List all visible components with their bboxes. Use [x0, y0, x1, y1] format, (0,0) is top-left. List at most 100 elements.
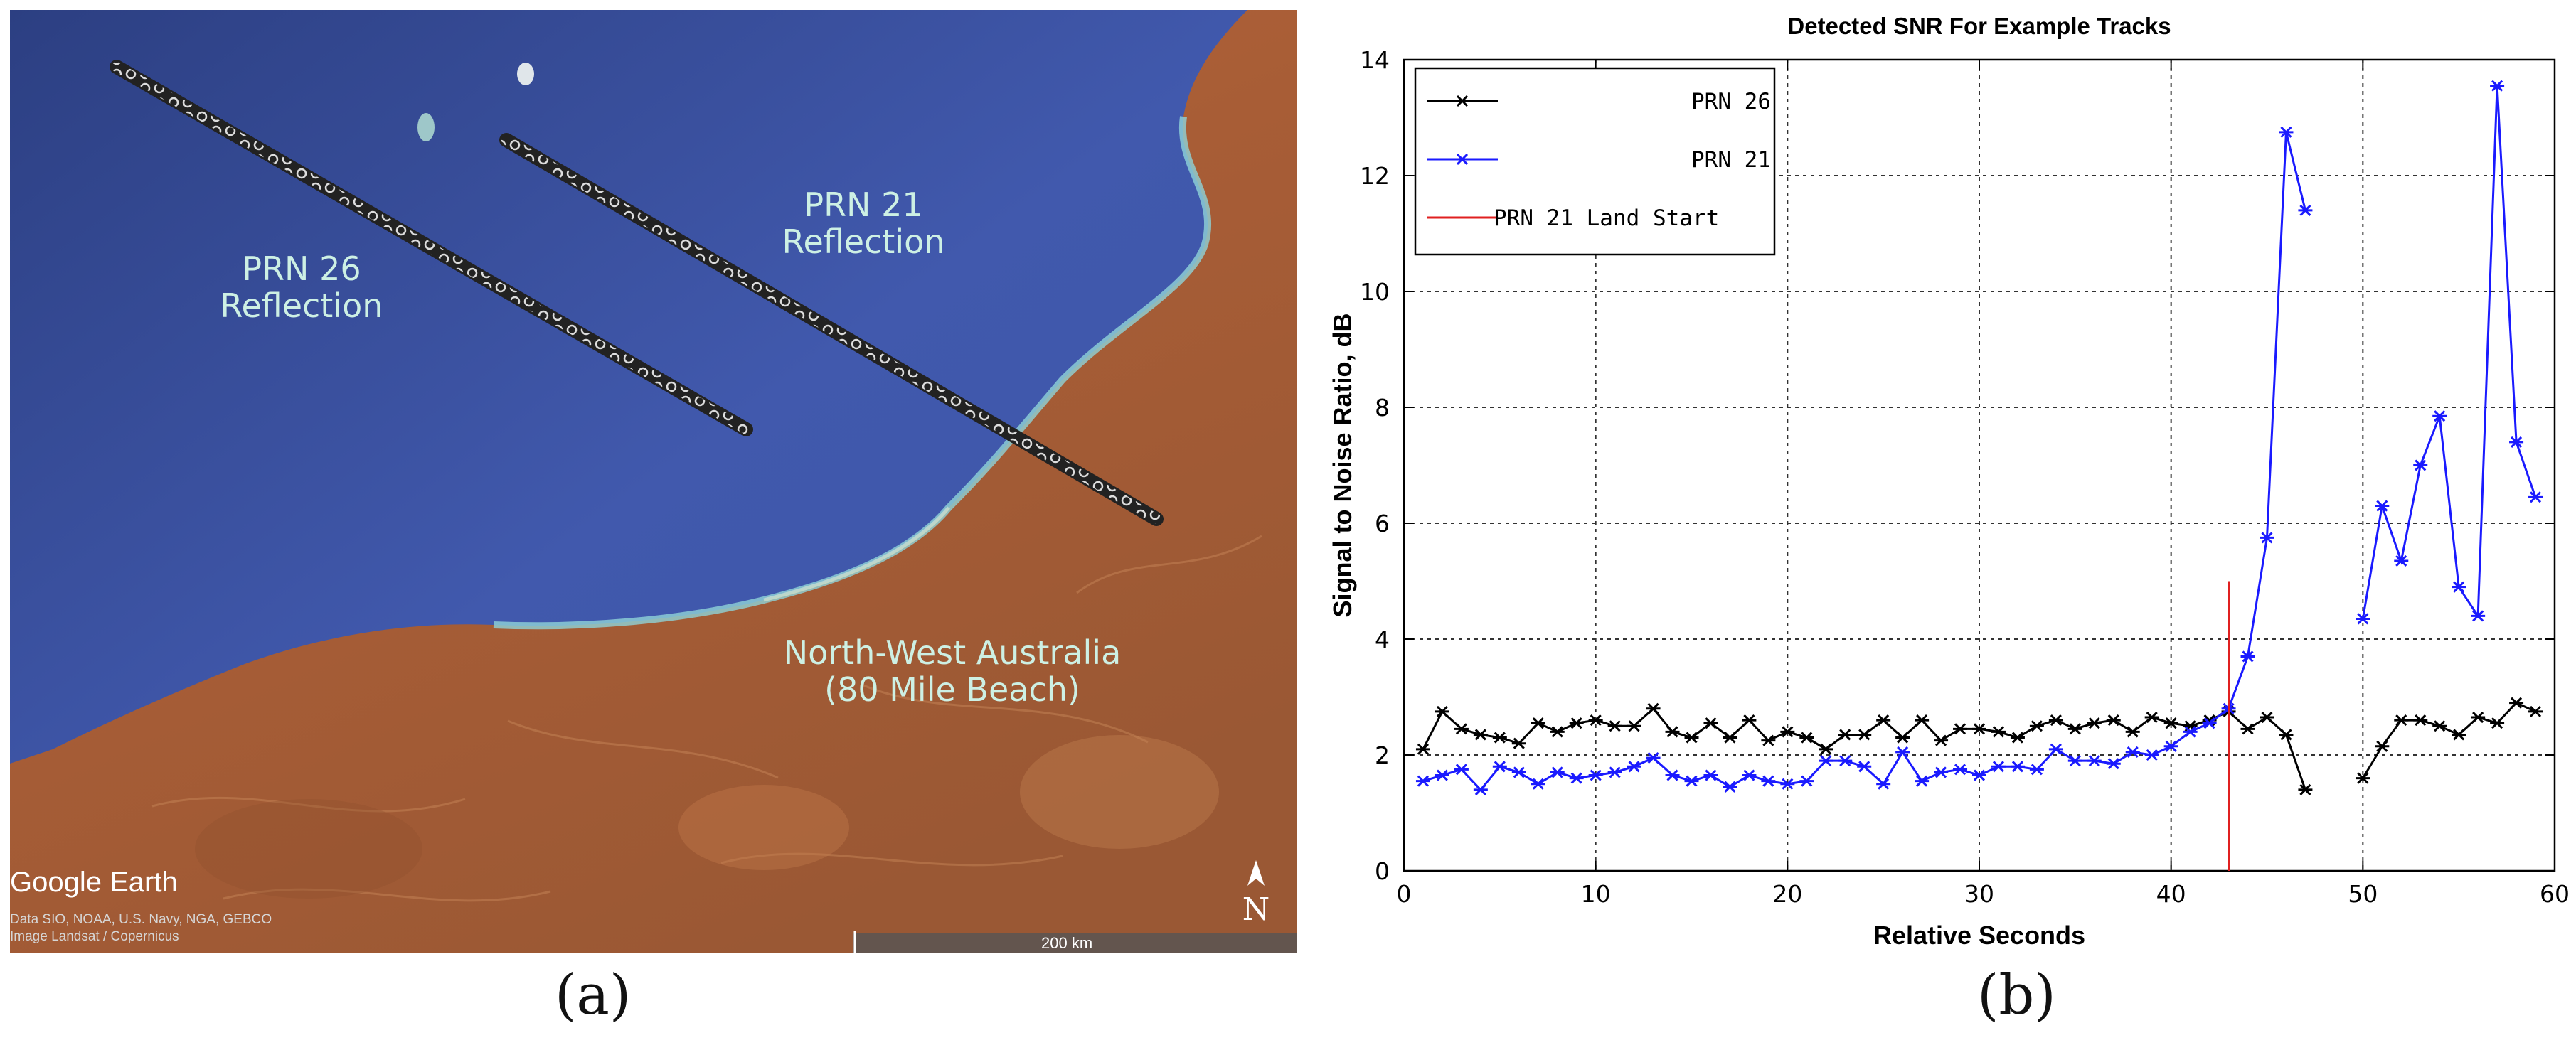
data-point	[1492, 761, 1507, 773]
data-point	[1665, 769, 1680, 781]
x-tick-label: 40	[2156, 880, 2186, 908]
region-map-label: (80 Mile Beach)	[824, 670, 1080, 709]
data-point	[1819, 755, 1833, 767]
data-point	[2394, 714, 2409, 727]
data-point	[1703, 769, 1718, 781]
data-point	[1569, 772, 1584, 784]
data-point	[1607, 720, 1622, 732]
data-point	[2067, 723, 2082, 735]
data-point	[1415, 743, 1430, 755]
data-point	[1607, 766, 1622, 778]
data-point	[2144, 749, 2159, 761]
data-point	[2509, 436, 2524, 448]
data-point	[1646, 702, 1661, 714]
y-tick-label: 0	[1375, 857, 1390, 885]
data-point	[2432, 410, 2447, 422]
data-point	[1723, 781, 1737, 793]
data-point	[2375, 740, 2390, 752]
data-point	[2471, 610, 2486, 622]
data-point	[1780, 778, 1795, 790]
data-point	[2490, 717, 2505, 729]
data-point	[1454, 723, 1469, 735]
data-point	[2356, 772, 2370, 784]
data-point	[2279, 126, 2294, 138]
compass-letter: N	[1242, 891, 1270, 928]
data-point	[1684, 732, 1699, 744]
data-point	[1915, 775, 1930, 787]
data-point	[1511, 737, 1526, 749]
snr-chart: 0 10 20 30 40 50 60 0 2 4 6 8 10 12 14 Detected SNR For…	[1328, 13, 2570, 950]
data-point	[1857, 761, 1872, 773]
prn21-map-label: PRN 21	[804, 186, 922, 224]
data-point	[2490, 80, 2505, 92]
data-point	[1780, 726, 1795, 738]
region-map-label: North-West Australia	[784, 633, 1122, 672]
prn21-map-label: Reflection	[782, 223, 945, 261]
data-point	[1473, 783, 1488, 795]
data-point	[2452, 581, 2466, 593]
data-point	[2279, 729, 2294, 741]
data-point	[2010, 732, 2025, 744]
data-point	[2106, 714, 2121, 727]
data-point	[1799, 775, 1814, 787]
data-point	[1703, 717, 1718, 729]
data-point	[2048, 743, 2063, 755]
data-point	[1646, 752, 1661, 764]
data-point	[1991, 726, 2006, 738]
data-point	[1415, 775, 1430, 787]
data-point	[2298, 783, 2313, 795]
data-point	[2413, 714, 2428, 727]
data-point	[1627, 761, 1641, 773]
data-point	[2067, 755, 2082, 767]
data-point	[1761, 734, 1776, 746]
x-tick-label: 10	[1581, 880, 1611, 908]
data-point	[2183, 726, 2198, 738]
series-line	[2362, 701, 2536, 779]
data-point	[2356, 613, 2370, 625]
legend-entry: PRN 26	[1691, 89, 1771, 114]
data-point	[1742, 769, 1757, 781]
data-point	[1550, 766, 1565, 778]
data-point	[1492, 732, 1507, 744]
chart-title: Detected SNR For Example Tracks	[1787, 13, 2171, 39]
series-prn-21	[1415, 80, 2543, 795]
data-point	[1511, 766, 1526, 778]
map-attribution: Data SIO, NOAA, U.S. Navy, NGA, GEBCO	[10, 912, 272, 927]
data-point	[2106, 758, 2121, 770]
data-point	[1454, 764, 1469, 776]
data-point	[1627, 720, 1641, 732]
data-point	[2240, 723, 2255, 735]
data-point	[1455, 95, 1469, 107]
x-tick-label: 20	[1772, 880, 1802, 908]
land	[10, 10, 1297, 953]
data-point	[1761, 775, 1776, 787]
y-tick-label: 10	[1360, 278, 1390, 306]
data-point	[1588, 714, 1603, 727]
data-point	[1665, 726, 1680, 738]
data-point	[1934, 734, 1949, 746]
series-line	[2361, 85, 2537, 620]
data-point	[2087, 717, 2102, 729]
data-point	[2260, 711, 2274, 724]
panel-label-b: (b)	[1977, 963, 2056, 1027]
data-point	[1455, 153, 1469, 166]
y-tick-label: 14	[1360, 46, 1390, 74]
data-point	[1588, 769, 1603, 781]
data-point	[1531, 778, 1545, 790]
data-point	[1876, 714, 1891, 727]
data-point	[1742, 714, 1757, 727]
data-point	[2048, 714, 2063, 727]
data-point	[2010, 761, 2025, 773]
y-tick-label: 2	[1375, 741, 1390, 769]
snr-chart-panel: 0 10 20 30 40 50 60 0 2 4 6 8 10 12 14 Detected SNR For…	[1309, 0, 2576, 967]
data-point	[2471, 711, 2486, 724]
data-point	[1569, 717, 1584, 729]
data-point	[1934, 766, 1949, 778]
y-tick-label: 8	[1375, 394, 1390, 422]
data-point	[2432, 720, 2447, 732]
data-point	[2394, 555, 2409, 567]
x-tick-label: 60	[2540, 880, 2570, 908]
prn26-map-label: PRN 26	[242, 250, 361, 288]
data-point	[2298, 204, 2313, 216]
google-earth-logo: Google Earth	[10, 867, 178, 898]
